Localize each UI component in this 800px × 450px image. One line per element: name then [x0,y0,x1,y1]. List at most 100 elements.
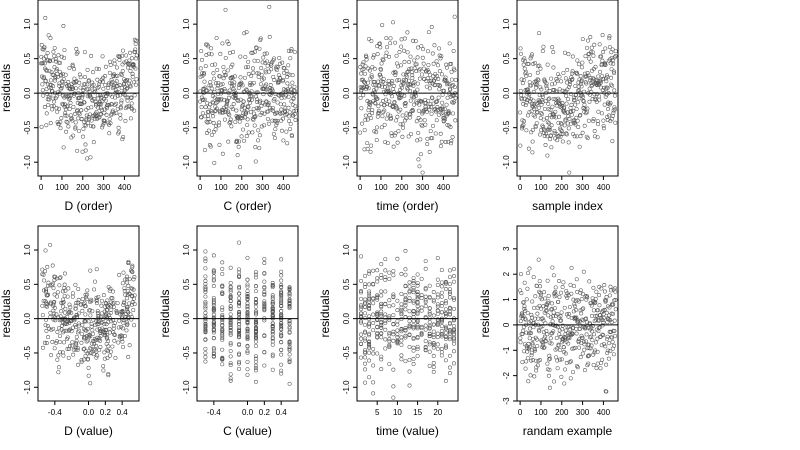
data-point [610,339,615,344]
data-point [538,66,543,71]
data-point [395,339,400,344]
data-point [289,47,294,52]
data-point [363,118,368,123]
data-point [254,90,259,95]
data-point [423,304,428,309]
data-point [253,270,258,275]
data-point [411,300,416,305]
data-point [117,57,122,62]
data-point [49,353,54,358]
data-point [428,129,433,134]
data-point [548,356,553,361]
data-point [239,134,244,139]
x-tick-label: 300 [256,183,270,192]
data-point [411,336,416,341]
data-point [375,293,380,298]
data-point [236,85,241,90]
data-point [592,332,597,337]
data-point [380,84,384,89]
data-point [518,110,523,115]
data-point [223,73,228,77]
data-point [527,336,532,341]
data-point [382,122,387,127]
data-point [133,66,138,71]
data-point [227,113,232,118]
data-point [83,319,88,324]
data-point [279,323,284,328]
data-point [592,134,597,139]
data-point [134,77,139,82]
data-point [208,80,213,85]
data-point [255,97,259,102]
data-point [44,288,49,293]
data-point [282,108,287,113]
data-point [242,105,247,110]
data-point [245,123,250,128]
data-point [265,63,270,68]
data-point [549,341,554,346]
data-point [209,86,214,91]
data-point [253,356,258,361]
data-point [427,310,432,315]
data-point [84,292,89,297]
data-point [371,82,376,87]
data-point [429,25,434,29]
data-point [105,298,110,303]
data-point [443,117,448,122]
data-point [427,326,432,331]
data-point [452,85,457,90]
data-point [562,305,567,310]
x-axis-title: time (order) [376,199,438,213]
data-point [587,56,592,61]
data-point [385,45,389,50]
data-point [401,78,406,83]
data-point [46,33,51,38]
data-point [443,140,448,144]
data-point [409,94,414,99]
data-point [245,117,250,122]
data-point [98,330,103,335]
data-point [362,79,367,84]
x-axis-title: D (order) [64,199,112,213]
data-point [248,110,253,115]
data-point [451,111,455,116]
data-point [270,324,275,329]
data-point [101,368,106,373]
data-point [208,102,213,107]
data-point [559,318,564,323]
data-point [263,68,268,73]
data-point [389,81,394,86]
data-point [553,109,558,114]
data-point [109,77,114,82]
data-point [284,111,289,116]
y-tick-label: -0.5 [342,120,351,134]
data-point [540,49,545,53]
data-point [521,328,526,333]
data-point [220,333,225,338]
data-point [362,147,367,152]
data-point [109,300,114,305]
data-point [64,119,69,124]
data-point [391,332,396,337]
data-point [125,86,130,90]
data-point [41,61,45,66]
plot-frame [516,225,619,402]
data-point [115,73,120,78]
data-point [443,343,448,348]
data-point [112,111,117,116]
y-tick-label: -1 [502,346,511,354]
data-point [591,352,596,357]
data-point [262,306,267,311]
data-point [521,300,526,305]
data-point [42,105,47,109]
data-point [427,312,432,317]
data-point [228,341,233,345]
data-point [545,361,550,366]
data-point [70,291,75,296]
data-point [591,308,596,313]
data-point [65,294,70,299]
data-point [537,31,542,36]
data-point [358,64,363,69]
data-point [253,289,258,294]
data-point [255,71,260,76]
